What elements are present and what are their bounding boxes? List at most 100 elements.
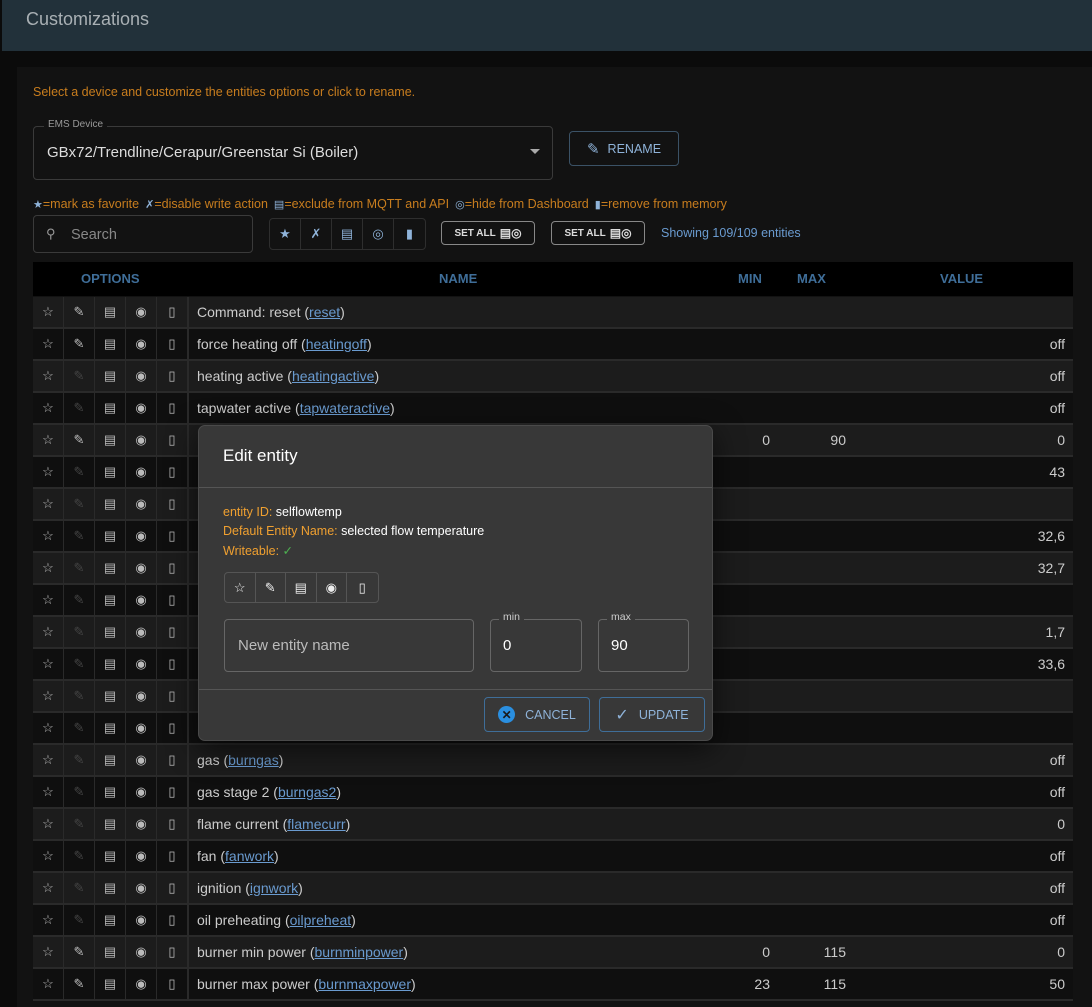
table-row[interactable]: ☆ ✎ ▤ ◉ ▯ gas stage 2 (burngas2) off (33, 777, 1073, 809)
eye-icon[interactable]: ◉ (126, 713, 157, 743)
entity-id-link[interactable]: burnminpower (314, 944, 404, 960)
comment-icon[interactable]: ▤ (95, 841, 126, 871)
comment-icon[interactable]: ▤ (95, 777, 126, 807)
entity-id-link[interactable]: reset (309, 304, 341, 320)
eye-icon[interactable]: ◉ (126, 777, 157, 807)
comment-icon[interactable]: ▤ (95, 425, 126, 455)
pencil-icon[interactable]: ✎ (256, 573, 286, 602)
entity-name[interactable]: oil preheating (oilpreheat) (197, 912, 356, 928)
comment-icon[interactable]: ▤ (95, 361, 126, 391)
comment-icon[interactable]: ▤ (95, 489, 126, 519)
trash-icon[interactable]: ▯ (157, 617, 188, 647)
entity-name[interactable]: burner max power (burnmaxpower) (197, 976, 416, 992)
comment-icon[interactable]: ▤ (95, 521, 126, 551)
pencil-icon[interactable]: ✎ (64, 905, 95, 935)
eye-icon[interactable]: ◉ (126, 521, 157, 551)
entity-id-link[interactable]: heatingactive (291, 368, 375, 384)
star-outline-icon[interactable]: ☆ (33, 777, 64, 807)
comment-icon[interactable]: ▤ (95, 329, 126, 359)
entity-id-link[interactable]: tapwateractive (299, 400, 390, 416)
comment-icon[interactable]: ▤ (95, 393, 126, 423)
trash-icon[interactable]: ▯ (157, 393, 188, 423)
update-button[interactable]: ✓ UPDATE (599, 697, 705, 732)
trash-icon[interactable]: ▯ (157, 649, 188, 679)
table-row[interactable]: ☆ ✎ ▤ ◉ ▯ burner min power (burnminpower… (33, 937, 1073, 969)
trash-icon[interactable]: ▯ (358, 579, 366, 595)
eye-icon[interactable]: ◉ (126, 809, 157, 839)
table-row[interactable]: ☆ ✎ ▤ ◉ ▯ fan (fanwork) off (33, 841, 1073, 873)
entity-id-link[interactable]: fanwork (225, 848, 275, 864)
trash-icon[interactable]: ▯ (157, 297, 188, 327)
star-outline-icon[interactable]: ☆ (33, 489, 64, 519)
eye-icon[interactable]: ◉ (126, 361, 157, 391)
comment-icon[interactable]: ▤ (95, 809, 126, 839)
trash-icon[interactable]: ▯ (157, 521, 188, 551)
table-row[interactable]: ☆ ✎ ▤ ◉ ▯ ignition (ignwork) off (33, 873, 1073, 905)
pencil-icon[interactable]: ✎ (64, 681, 95, 711)
eye-icon[interactable]: ◉ (126, 425, 157, 455)
star-outline-icon[interactable]: ☆ (33, 521, 64, 551)
entity-name[interactable]: gas (burngas) (197, 752, 284, 768)
star-outline-icon[interactable]: ☆ (33, 361, 64, 391)
trash-icon[interactable]: ▯ (157, 905, 188, 935)
eye-icon[interactable]: ◉ (126, 969, 157, 999)
eye-icon[interactable]: ◉ (126, 681, 157, 711)
comment-icon[interactable]: ▤ (95, 681, 126, 711)
eye-icon[interactable]: ◉ (126, 873, 157, 903)
entity-name[interactable]: flame current (flamecurr) (197, 816, 351, 832)
pencil-icon[interactable]: ✎ (64, 361, 95, 391)
eye-icon[interactable]: ◉ (126, 489, 157, 519)
star-outline-icon[interactable]: ☆ (33, 713, 64, 743)
pencil-icon[interactable]: ✎ (64, 841, 95, 871)
star-outline-icon[interactable]: ☆ (33, 329, 64, 359)
pencil-icon[interactable]: ✎ (64, 713, 95, 743)
pencil-icon[interactable]: ✎ (64, 777, 95, 807)
star-outline-icon[interactable]: ☆ (33, 937, 64, 967)
entity-id-link[interactable]: burngas (228, 752, 279, 768)
trash-icon[interactable]: ▯ (157, 329, 188, 359)
pencil-icon[interactable]: ✎ (64, 393, 95, 423)
pencil-icon[interactable]: ✎ (64, 521, 95, 551)
ems-device-select[interactable]: EMS Device GBx72/Trendline/Cerapur/Green… (33, 119, 553, 180)
table-row[interactable]: ☆ ✎ ▤ ◉ ▯ force heating off (heatingoff)… (33, 329, 1073, 361)
trash-icon[interactable]: ▯ (157, 745, 188, 775)
eye-icon[interactable]: ◉ (126, 393, 157, 423)
entity-name[interactable]: fan (fanwork) (197, 848, 279, 864)
table-row[interactable]: ☆ ✎ ▤ ◉ ▯ flame current (flamecurr) 0 (33, 809, 1073, 841)
star-outline-icon[interactable]: ☆ (33, 969, 64, 999)
filter-delete-icon[interactable]: ▮ (405, 226, 414, 241)
pencil-icon[interactable]: ✎ (64, 873, 95, 903)
entity-id-link[interactable]: flamecurr (287, 816, 346, 832)
comment-icon[interactable]: ▤ (95, 937, 126, 967)
min-input[interactable]: min 0 (490, 611, 582, 672)
trash-icon[interactable]: ▯ (157, 873, 188, 903)
filter-favorite-icon[interactable]: ★ (270, 219, 301, 249)
eye-icon[interactable]: ◉ (126, 745, 157, 775)
eye-icon[interactable]: ◉ (126, 585, 157, 615)
comment-icon[interactable]: ▤ (95, 649, 126, 679)
comment-icon[interactable]: ▤ (95, 873, 126, 903)
cancel-button[interactable]: ✕ CANCEL (484, 697, 590, 732)
eye-icon[interactable]: ◉ (317, 573, 347, 602)
pencil-icon[interactable]: ✎ (64, 745, 95, 775)
trash-icon[interactable]: ▯ (157, 585, 188, 615)
entity-id-link[interactable]: oilpreheat (289, 912, 352, 928)
filter-dashboard-icon[interactable]: ◎ (363, 219, 394, 249)
comment-icon[interactable]: ▤ (95, 553, 126, 583)
entity-id-link[interactable]: ignwork (249, 880, 299, 896)
entity-name[interactable]: burner min power (burnminpower) (197, 944, 408, 960)
star-outline-icon[interactable]: ☆ (33, 425, 64, 455)
trash-icon[interactable]: ▯ (157, 937, 188, 967)
comment-icon[interactable]: ▤ (95, 969, 126, 999)
column-options[interactable]: OPTIONS (81, 271, 140, 286)
entity-name[interactable]: tapwater active (tapwateractive) (197, 400, 395, 416)
max-input[interactable]: max 90 (598, 611, 689, 672)
star-outline-icon[interactable]: ☆ (33, 745, 64, 775)
comment-icon[interactable]: ▤ (95, 585, 126, 615)
star-outline-icon[interactable]: ☆ (33, 841, 64, 871)
trash-icon[interactable]: ▯ (157, 969, 188, 999)
entity-id-link[interactable]: heatingoff (305, 336, 367, 352)
eye-icon[interactable]: ◉ (126, 553, 157, 583)
pencil-icon[interactable]: ✎ (64, 809, 95, 839)
trash-icon[interactable]: ▯ (157, 361, 188, 391)
